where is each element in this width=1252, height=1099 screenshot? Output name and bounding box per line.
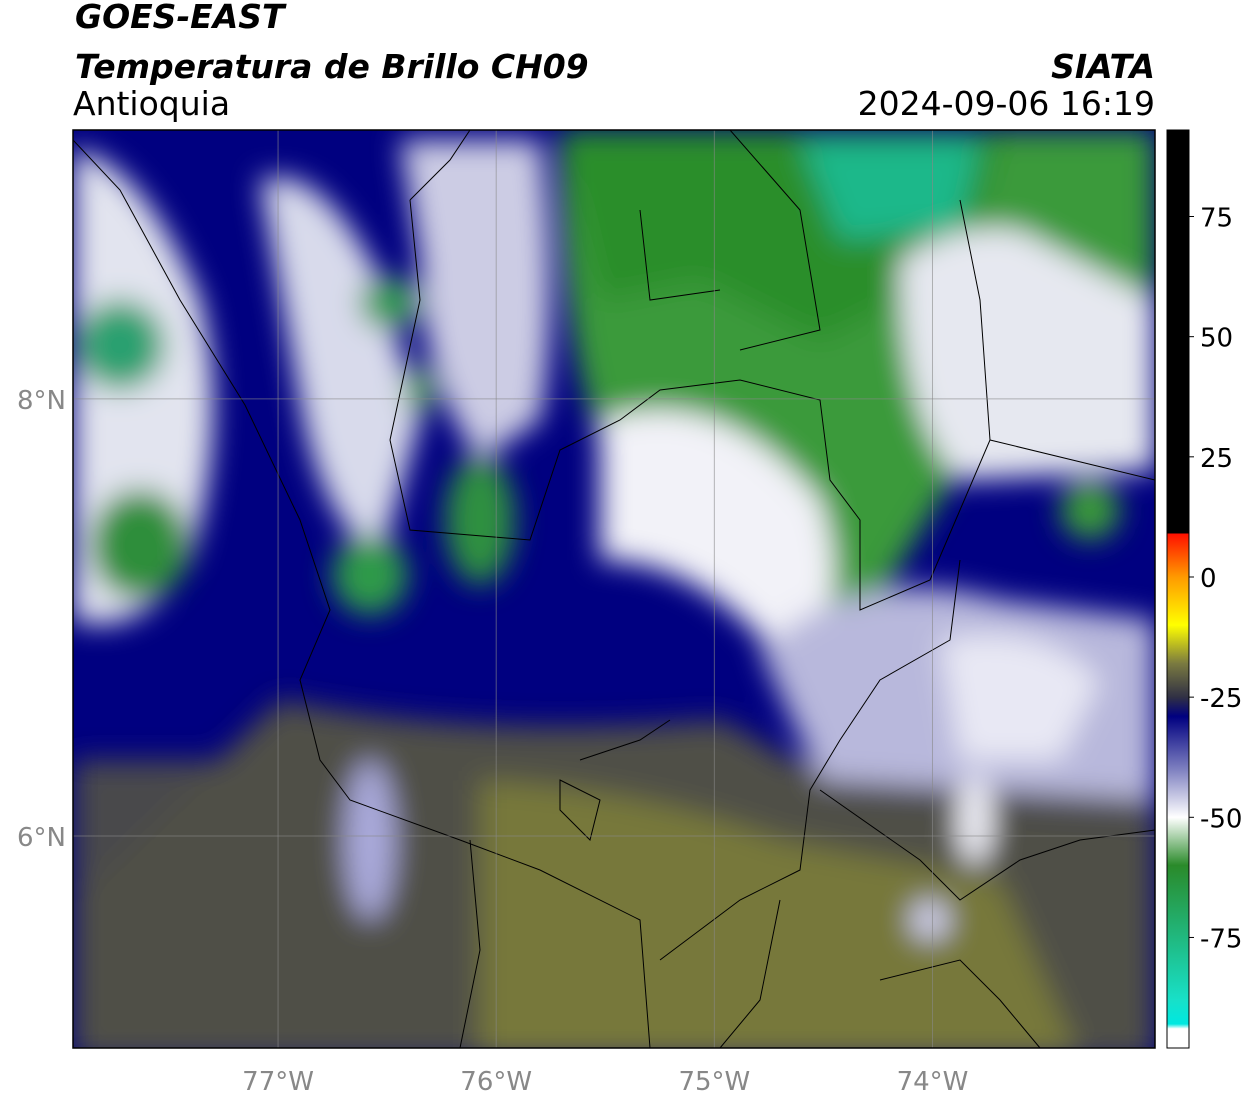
graticule [73,130,1155,1048]
source: SIATA [1051,47,1155,86]
datetime: 2024-09-06 16:19 [858,84,1155,123]
colorbar-tick-label: 0 [1200,564,1217,594]
colorbar [1166,129,1190,1049]
lon-tick-label: 74°W [897,1067,969,1097]
subtitle: Temperatura de Brillo CH09 [75,47,589,86]
region: Antioquia [73,84,230,123]
colorbar-tick-label: 25 [1200,444,1233,474]
colorbar-tick-label: -75 [1200,924,1242,954]
colorbar-tick-label: 50 [1200,324,1233,354]
colorbar-tick-label: -50 [1200,804,1242,834]
satellite-image [73,130,1155,1048]
lon-tick-label: 76°W [460,1067,532,1097]
lat-tick-label: 8°N [17,386,66,416]
lat-tick-label: 6°N [17,823,66,853]
map-frame [72,129,1156,1049]
colorbar-tick-label: 75 [1200,204,1233,234]
lon-tick-label: 75°W [678,1067,750,1097]
lon-tick-label: 77°W [242,1067,314,1097]
colorbar-tick-label: -25 [1200,684,1242,714]
title: GOES-EAST [75,0,287,36]
